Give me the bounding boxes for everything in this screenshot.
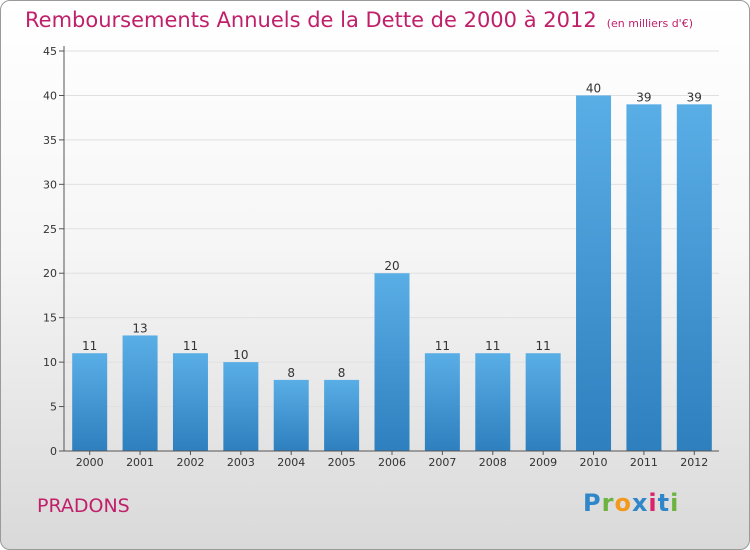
bar-value-label: 11 bbox=[183, 339, 198, 353]
logo-letter: i bbox=[670, 489, 680, 517]
y-tick-label: 20 bbox=[43, 267, 57, 280]
bar bbox=[525, 353, 561, 451]
y-tick-label: 25 bbox=[43, 223, 57, 236]
bar-value-label: 11 bbox=[82, 339, 97, 353]
logo-letter: t bbox=[657, 489, 671, 517]
chart-title: Remboursements Annuels de la Dette de 20… bbox=[25, 8, 693, 32]
y-tick-label: 5 bbox=[50, 401, 57, 414]
x-tick-label: 2006 bbox=[378, 456, 406, 469]
bar-value-label: 39 bbox=[687, 90, 702, 104]
x-tick-label: 2005 bbox=[328, 456, 356, 469]
bar-value-label: 20 bbox=[384, 259, 399, 273]
x-tick-label: 2007 bbox=[428, 456, 456, 469]
bar-value-label: 11 bbox=[536, 339, 551, 353]
bar bbox=[676, 104, 712, 451]
y-tick-label: 40 bbox=[43, 89, 57, 102]
bar bbox=[576, 95, 612, 451]
bar-value-label: 8 bbox=[338, 366, 346, 380]
bar-value-label: 8 bbox=[287, 366, 295, 380]
logo-letter: i bbox=[648, 489, 658, 517]
logo-letter: x bbox=[631, 489, 649, 517]
bar bbox=[223, 362, 259, 451]
bar bbox=[324, 379, 360, 451]
logo-letter: P bbox=[583, 489, 602, 517]
bar bbox=[626, 104, 662, 451]
chart-title-text: Remboursements Annuels de la Dette de 20… bbox=[25, 8, 597, 32]
y-tick-label: 15 bbox=[43, 312, 57, 325]
y-tick-label: 10 bbox=[43, 356, 57, 369]
y-tick-label: 30 bbox=[43, 178, 57, 191]
bar bbox=[273, 379, 309, 451]
bar-value-label: 13 bbox=[132, 321, 147, 335]
x-tick-label: 2011 bbox=[630, 456, 658, 469]
logo-letter: o bbox=[614, 489, 632, 517]
y-tick-label: 0 bbox=[50, 445, 57, 458]
bar bbox=[374, 273, 410, 451]
labels: 11 13 11 10 8 8 20 11 11 11 40 39 39 bbox=[82, 81, 702, 379]
y-tick-label: 35 bbox=[43, 134, 57, 147]
bar bbox=[122, 335, 158, 451]
commune-name: PRADONS bbox=[37, 495, 130, 517]
y-tick-label: 45 bbox=[43, 45, 57, 58]
x-tick-label: 2000 bbox=[76, 456, 104, 469]
proxiti-logo: Proxiti bbox=[583, 489, 679, 517]
bar-value-label: 11 bbox=[485, 339, 500, 353]
bar bbox=[424, 353, 460, 451]
x-tick-label: 2008 bbox=[479, 456, 507, 469]
x-tick-label: 2010 bbox=[580, 456, 608, 469]
axes: 0 5 10 15 20 25 30 35 40 45 2000 2001 2002 2003 2004 20… bbox=[43, 45, 719, 469]
logo-letter: r bbox=[601, 489, 615, 517]
chart-title-unit: (en milliers d'€) bbox=[606, 17, 693, 30]
bar-value-label: 39 bbox=[636, 90, 651, 104]
bars bbox=[72, 95, 712, 451]
x-tick-label: 2004 bbox=[277, 456, 305, 469]
x-tick-label: 2003 bbox=[227, 456, 255, 469]
bar bbox=[475, 353, 511, 451]
x-tick-label: 2012 bbox=[680, 456, 708, 469]
bar bbox=[172, 353, 208, 451]
bar bbox=[72, 353, 108, 451]
bar-value-label: 40 bbox=[586, 81, 601, 95]
x-tick-label: 2001 bbox=[126, 456, 154, 469]
bar-value-label: 10 bbox=[233, 348, 248, 362]
bar-value-label: 11 bbox=[435, 339, 450, 353]
x-tick-label: 2009 bbox=[529, 456, 557, 469]
x-tick-label: 2002 bbox=[176, 456, 204, 469]
